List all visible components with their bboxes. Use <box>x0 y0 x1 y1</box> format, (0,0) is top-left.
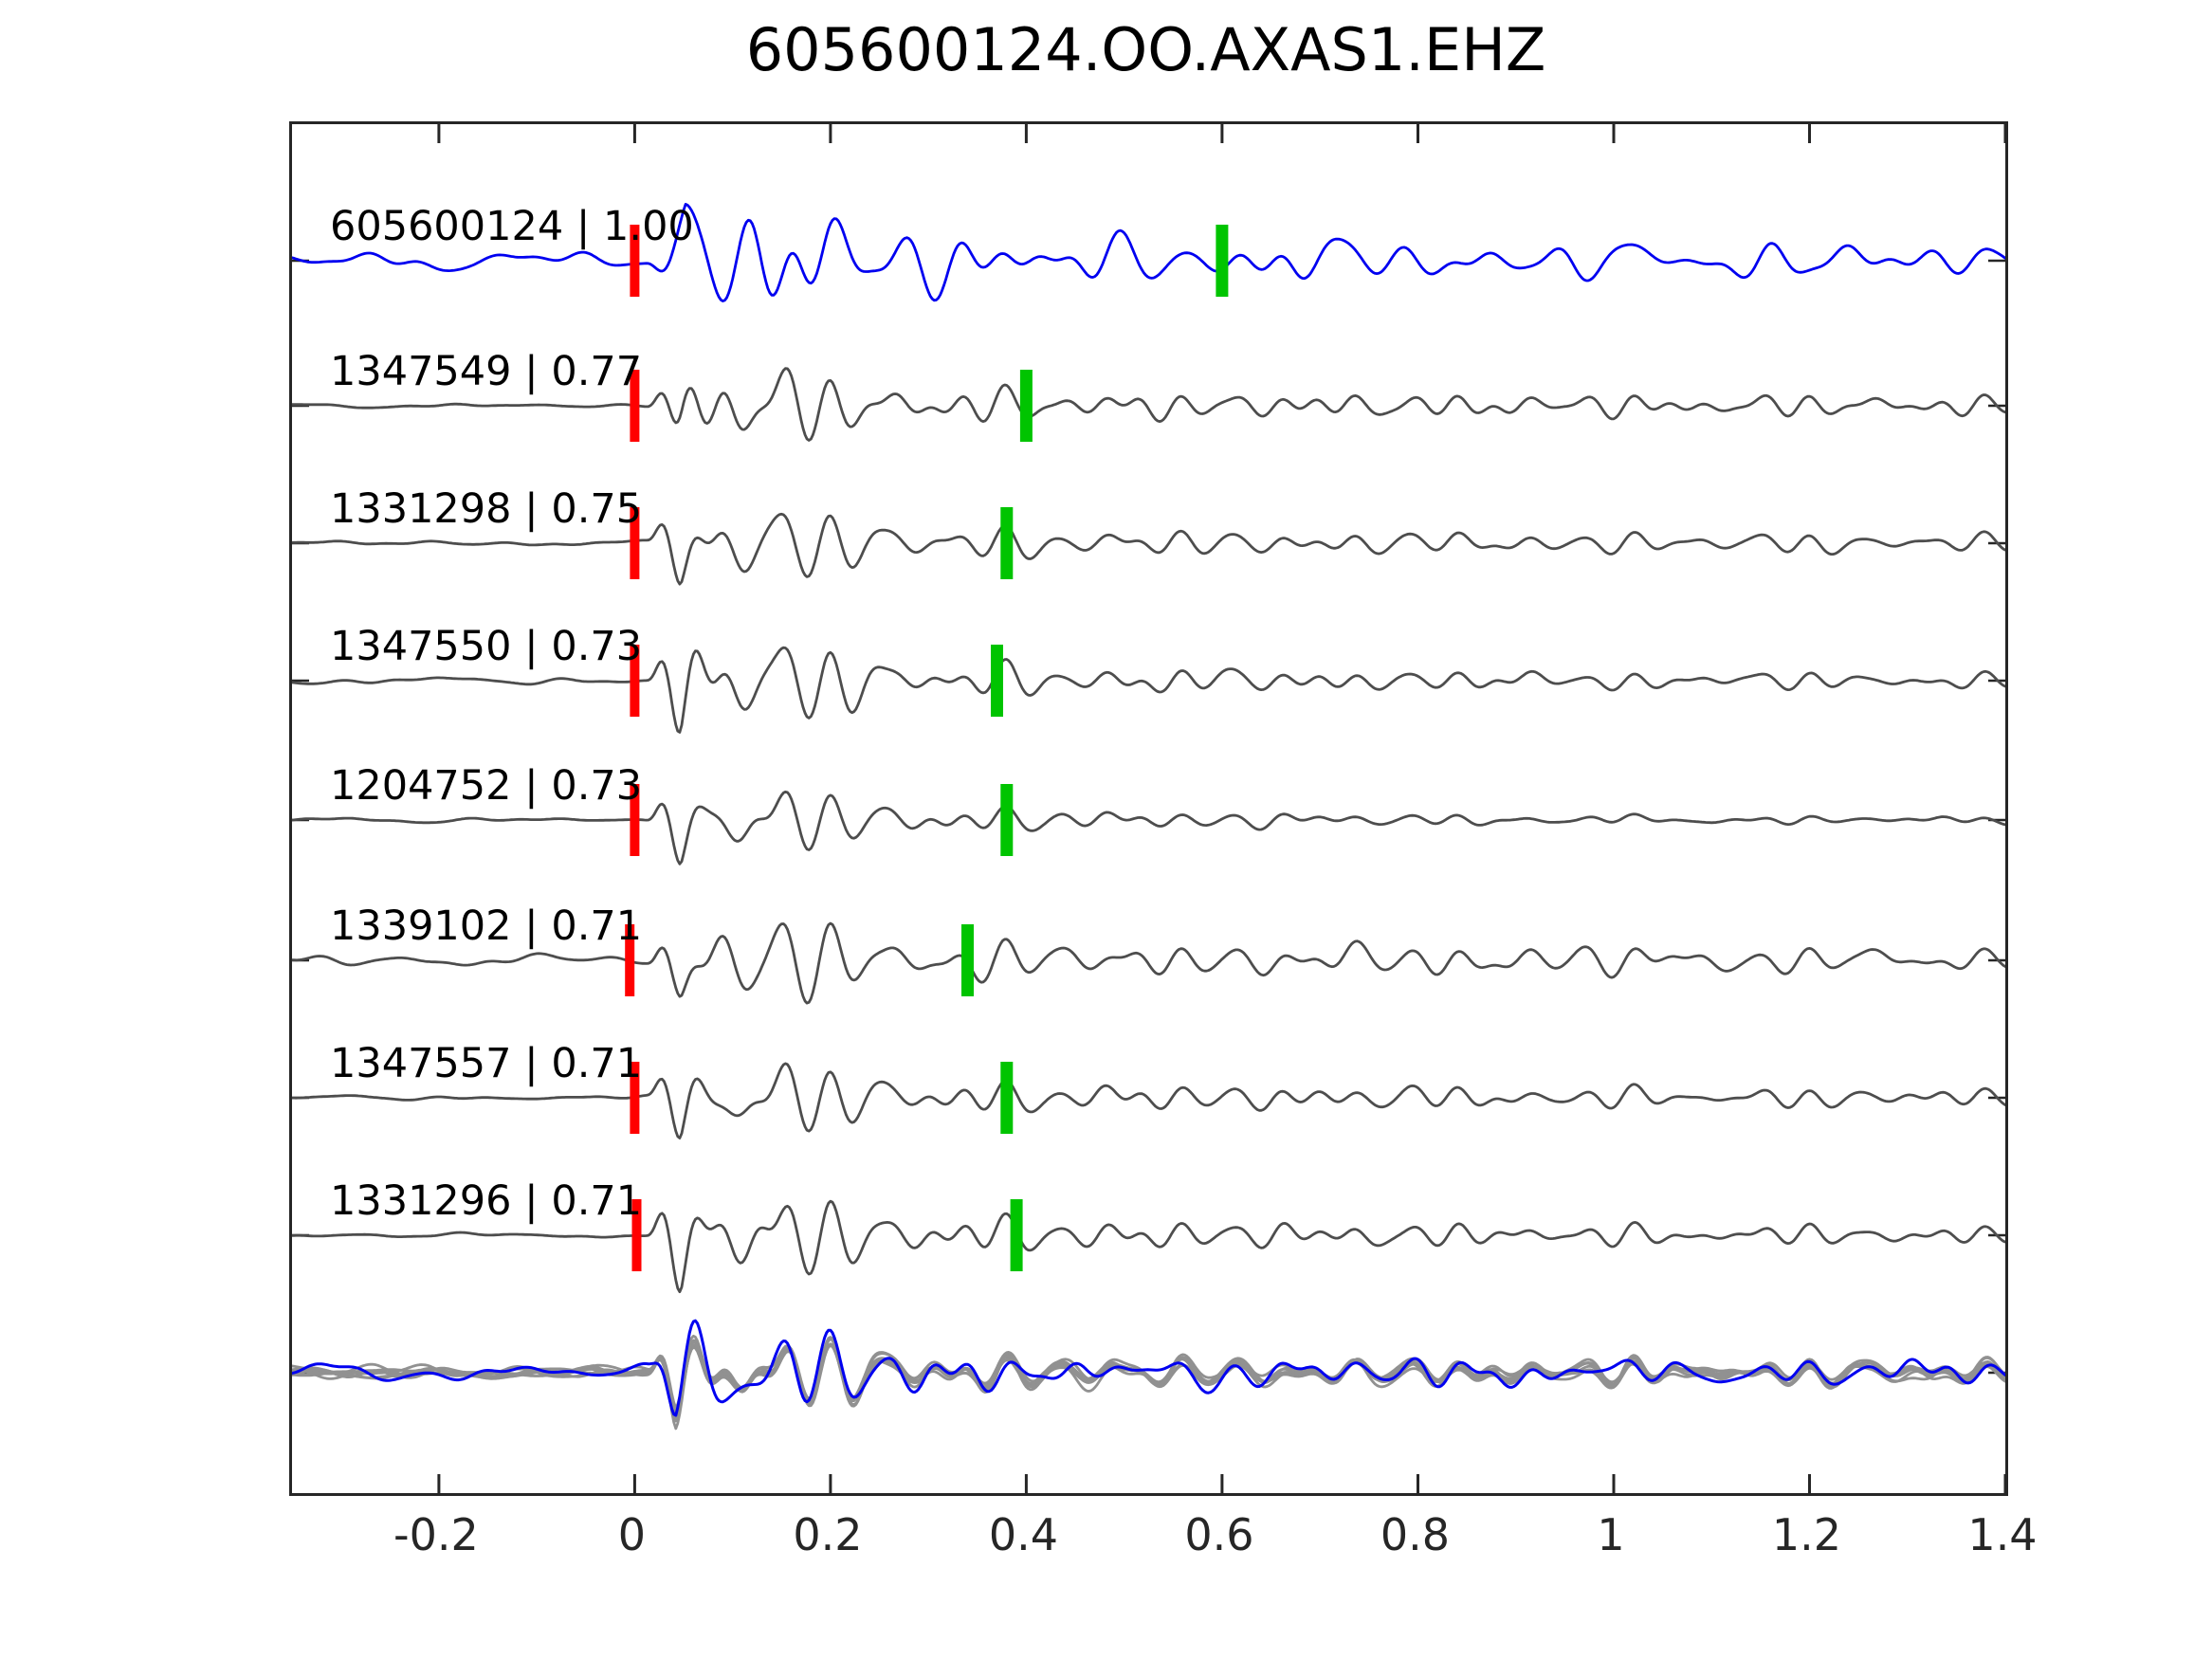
stack-trace-gray <box>292 1334 2005 1415</box>
x-tick-label: 0 <box>617 1509 647 1560</box>
trace-label-1331296: 1331296 | 0.71 <box>330 1177 643 1225</box>
x-tick-label: 0.2 <box>793 1509 863 1560</box>
waveform-trace-1339102 <box>292 921 2005 1005</box>
trace-label-605600124: 605600124 | 1.00 <box>330 203 694 250</box>
stack-trace-gray <box>292 1340 2005 1431</box>
trace-label-1331298: 1331298 | 0.75 <box>330 485 643 533</box>
waveform-trace-1347550 <box>292 646 2005 734</box>
pick-marker-green <box>1216 225 1229 297</box>
pick-marker-red <box>630 507 640 579</box>
trace-label-1347557: 1347557 | 0.71 <box>330 1040 643 1087</box>
pick-marker-green <box>1000 1062 1014 1134</box>
x-tick-label: 0.4 <box>988 1509 1058 1560</box>
waveform-trace-1347557 <box>292 1062 2005 1139</box>
pick-marker-green <box>1000 784 1014 856</box>
x-tick-label: 1 <box>1597 1509 1625 1560</box>
pick-marker-red <box>630 645 640 717</box>
page-title: 605600124.OO.AXAS1.EHZ <box>745 15 1546 84</box>
pick-marker-green <box>1010 1199 1023 1271</box>
waveform-trace-1347549 <box>292 367 2005 442</box>
pick-marker-red <box>630 370 640 442</box>
pick-marker-green <box>1000 507 1014 579</box>
trace-label-1204752: 1204752 | 0.73 <box>330 762 643 810</box>
pick-marker-red <box>630 225 640 297</box>
waveform-trace-1204752 <box>292 790 2005 866</box>
x-tick-label: 1.4 <box>1967 1509 2038 1560</box>
pick-marker-red <box>625 924 635 996</box>
stack-trace-detection <box>292 1319 2005 1417</box>
pick-marker-green <box>1019 370 1033 442</box>
x-tick-label: 0.8 <box>1380 1509 1451 1560</box>
waveform-trace-1331296 <box>292 1199 2005 1294</box>
x-tick-label: -0.2 <box>393 1509 479 1560</box>
chart-canvas <box>292 124 2005 1493</box>
waveform-trace-1331298 <box>292 512 2005 586</box>
trace-label-1347550: 1347550 | 0.73 <box>330 623 643 670</box>
pick-marker-red <box>631 1199 642 1271</box>
pick-marker-red <box>630 784 640 856</box>
x-tick-label: 0.6 <box>1184 1509 1254 1560</box>
plot-area: 605600124 | 1.00 1347549 | 0.77 1331298 | … <box>289 121 2008 1496</box>
waveform-trace-605600124 <box>292 203 2005 302</box>
pick-marker-green <box>961 924 974 996</box>
stack-trace-gray <box>292 1343 2005 1415</box>
x-tick-label: 1.2 <box>1771 1509 1842 1560</box>
trace-label-1347549: 1347549 | 0.77 <box>330 348 643 395</box>
pick-marker-green <box>991 645 1003 717</box>
pick-marker-red <box>630 1062 640 1134</box>
trace-label-1339102: 1339102 | 0.71 <box>330 902 643 950</box>
